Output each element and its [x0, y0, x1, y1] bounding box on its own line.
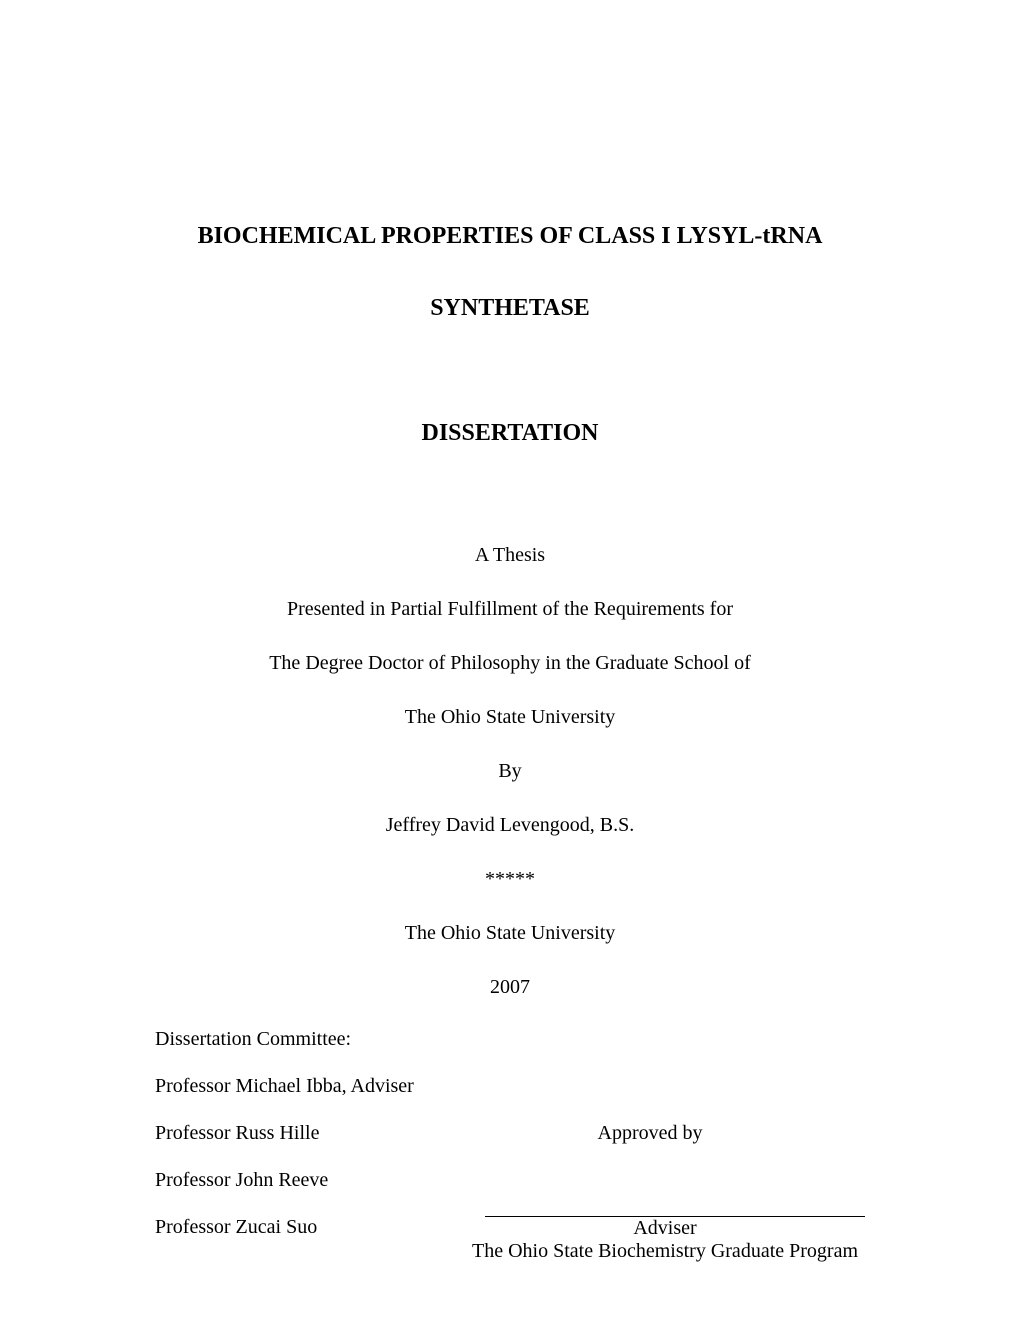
title-block: BIOCHEMICAL PROPERTIES OF CLASS I LYSYL-… — [155, 220, 865, 325]
adviser-label: Adviser — [465, 1217, 865, 1240]
thesis-line-7: The Ohio State University — [155, 920, 865, 946]
program-label: The Ohio State Biochemistry Graduate Pro… — [465, 1240, 865, 1263]
approved-by-label: Approved by — [598, 1122, 703, 1145]
thesis-block: A Thesis Presented in Partial Fulfillmen… — [155, 542, 865, 1000]
thesis-line-0: A Thesis — [155, 542, 865, 568]
dissertation-heading: DISSERTATION — [155, 420, 865, 447]
thesis-line-3: The Ohio State University — [155, 704, 865, 730]
thesis-line-5: Jeffrey David Levengood, B.S. — [155, 812, 865, 838]
committee-member-3: Professor Zucai Suo — [155, 1216, 317, 1239]
committee-section: Dissertation Committee: Professor Michae… — [155, 1028, 865, 1263]
committee-member-1: Professor Russ Hille — [155, 1122, 319, 1145]
thesis-line-1: Presented in Partial Fulfillment of the … — [155, 596, 865, 622]
thesis-line-6: ***** — [155, 866, 865, 892]
title-line-1: BIOCHEMICAL PROPERTIES OF CLASS I LYSYL-… — [155, 220, 865, 254]
thesis-line-4: By — [155, 758, 865, 784]
title-line-2: SYNTHETASE — [155, 292, 865, 326]
committee-heading: Dissertation Committee: — [155, 1028, 351, 1051]
thesis-line-2: The Degree Doctor of Philosophy in the G… — [155, 650, 865, 676]
committee-member-0: Professor Michael Ibba, Adviser — [155, 1075, 414, 1098]
signature-block: Adviser The Ohio State Biochemistry Grad… — [465, 1216, 865, 1263]
thesis-line-8: 2007 — [155, 974, 865, 1000]
committee-member-2: Professor John Reeve — [155, 1169, 328, 1192]
